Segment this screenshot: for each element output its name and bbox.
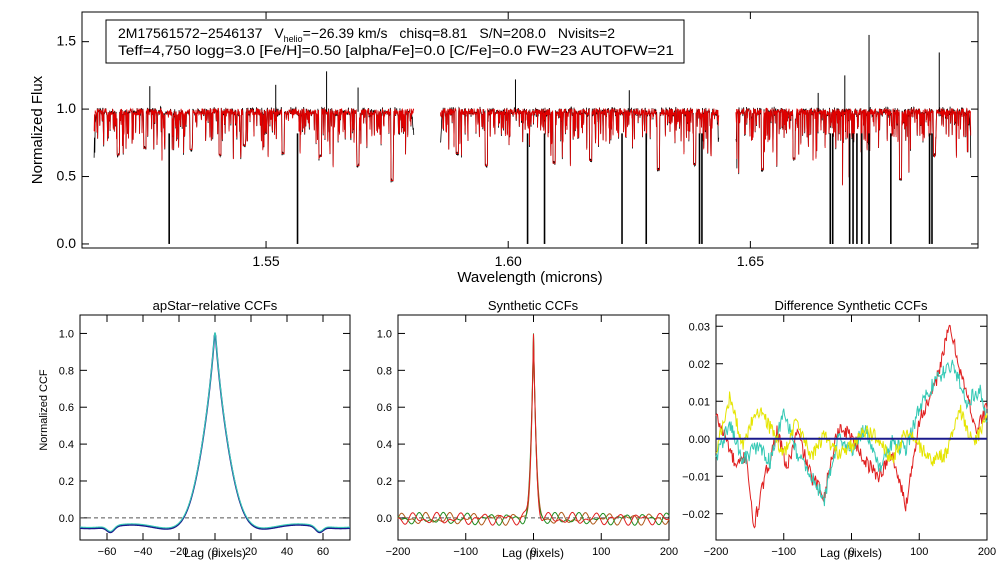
spectrum-ytick-label: 0.0	[57, 235, 77, 251]
difference-ccf-ytick-label: 0.03	[689, 321, 710, 333]
synthetic-ccf-ytick-label: 0.0	[377, 513, 392, 525]
difference-ccf-chart: −200 −100 0 100 200 −0.02 −0.01 0.00 0.01 0.02 0.0…	[682, 315, 996, 558]
synthetic-ccf-xtick-label: 200	[660, 546, 678, 558]
difference-ccf-ytick-label: −0.01	[682, 471, 710, 483]
spectrum-chart: 1.55 1.60 1.65 0.0 0.5 1.0 1.5	[57, 12, 978, 269]
spectrum-model-line	[735, 106, 972, 186]
difference-ccf-xtick-label: 100	[910, 546, 928, 558]
difference-ccf-xtick-label: 200	[978, 546, 996, 558]
apstar-ccf-chart: −60 −40 −20 0 20 40 60 0.0 0.2 0.4 0.6 0.8 1.0	[59, 315, 351, 558]
synthetic-ccf-chart: −200 −100 0 100 200 0.0 0.2 0.4 0.6 0.8 1.0	[377, 315, 678, 558]
synthetic-ccf-ytick-label: 0.6	[377, 402, 392, 414]
difference-ccf-xtick-label: 0	[848, 546, 854, 558]
difference-ccf-series-line	[715, 391, 988, 467]
synthetic-ccf-xtick-label: −200	[386, 546, 411, 558]
apstar-ccf-xtick-label: 60	[317, 546, 329, 558]
spectrum-ytick-label: 1.0	[57, 100, 77, 116]
spectrum-xtick-label: 1.60	[495, 253, 522, 269]
spectrum-ytick-label: 1.5	[57, 33, 77, 49]
apstar-ccf-series-line	[79, 332, 351, 532]
synthetic-ccf-xtick-label: 100	[592, 546, 610, 558]
apstar-ccf-xtick-label: −20	[170, 546, 189, 558]
difference-ccf-series-line	[715, 359, 988, 507]
annotation-line-1: 2M17561572−2546137 Vhelio=−26.39 km/s ch…	[118, 25, 615, 44]
difference-ccf-xtick-label: −200	[704, 546, 729, 558]
synthetic-ccf-series-line	[397, 333, 670, 526]
synthetic-ccf-title: Synthetic CCFs	[488, 298, 579, 313]
spectrum-model-line	[93, 107, 415, 181]
apstar-ccf-xlabel: Lag (pixels)	[184, 546, 246, 560]
apstar-ccf-xtick-label: −60	[98, 546, 117, 558]
annotation-box	[105, 19, 685, 64]
synthetic-ccf-ytick-label: 0.8	[377, 365, 392, 377]
vhelio-subscript: helio	[284, 34, 303, 44]
apstar-ccf-ytick-label: 0.2	[59, 476, 74, 488]
apstar-ccf-xtick-label: 40	[281, 546, 293, 558]
spectrum-xtick-label: 1.65	[737, 253, 764, 269]
vhelio-label: V	[274, 25, 284, 41]
apstar-ccf-ytick-label: 0.4	[59, 439, 74, 451]
difference-ccf-xlabel: Lag (pixels)	[820, 546, 882, 560]
difference-ccf-xtick-label: −100	[771, 546, 796, 558]
apstar-ccf-ytick-label: 1.0	[59, 328, 74, 340]
apstar-ccf-xtick-label: −40	[134, 546, 153, 558]
synthetic-ccf-ytick-label: 1.0	[377, 328, 392, 340]
apstar-ccf-ylabel: Normalized CCF	[38, 369, 50, 451]
synthetic-ccf-xlabel: Lag (pixels)	[502, 546, 564, 560]
difference-ccf-ytick-label: −0.02	[682, 509, 710, 521]
synthetic-ccf-xtick-label: −100	[453, 546, 478, 558]
synthetic-ccf-ytick-label: 0.4	[377, 439, 392, 451]
spectrum-plot-frame	[81, 11, 979, 249]
apstar-ccf-plot-frame	[79, 314, 351, 541]
spectrum-xtick-label: 1.55	[252, 253, 279, 269]
apstar-ccf-title: apStar−relative CCFs	[153, 298, 278, 313]
snr-value: S/N=208.0	[479, 25, 546, 41]
nvisits-value: Nvisits=2	[558, 25, 615, 41]
chisq-value: chisq=8.81	[399, 25, 467, 41]
apstar-ccf-series-line	[79, 333, 351, 534]
apstar-ccf-ytick-label: 0.0	[59, 513, 74, 525]
synthetic-ccf-xtick-label: 0	[530, 546, 536, 558]
difference-ccf-title: Difference Synthetic CCFs	[775, 298, 928, 313]
apstar-ccf-ytick-label: 0.8	[59, 365, 74, 377]
difference-ccf-ytick-label: 0.00	[689, 434, 710, 446]
difference-ccf-ytick-label: 0.02	[689, 359, 710, 371]
spectrum-ylabel: Normalized Flux	[29, 75, 46, 184]
annotation-line-2: Teff=4,750 logg=3.0 [Fe/H]=0.50 [alpha/F…	[118, 42, 674, 58]
apstar-ccf-ytick-label: 0.6	[59, 402, 74, 414]
apstar-ccf-xtick-label: 20	[245, 546, 257, 558]
synthetic-ccf-series-line	[397, 334, 670, 526]
difference-ccf-series-line	[715, 324, 988, 529]
apstar-ccf-xtick-label: 0	[212, 546, 218, 558]
vhelio-value: =−26.39 km/s	[303, 25, 388, 41]
spectrum-ytick-label: 0.5	[57, 168, 77, 184]
difference-ccf-ytick-label: 0.01	[689, 396, 710, 408]
spectrum-model-line	[440, 107, 720, 171]
star-id: 2M17561572−2546137	[118, 25, 263, 41]
spectrum-xlabel: Wavelength (microns)	[457, 269, 602, 286]
synthetic-ccf-ytick-label: 0.2	[377, 476, 392, 488]
